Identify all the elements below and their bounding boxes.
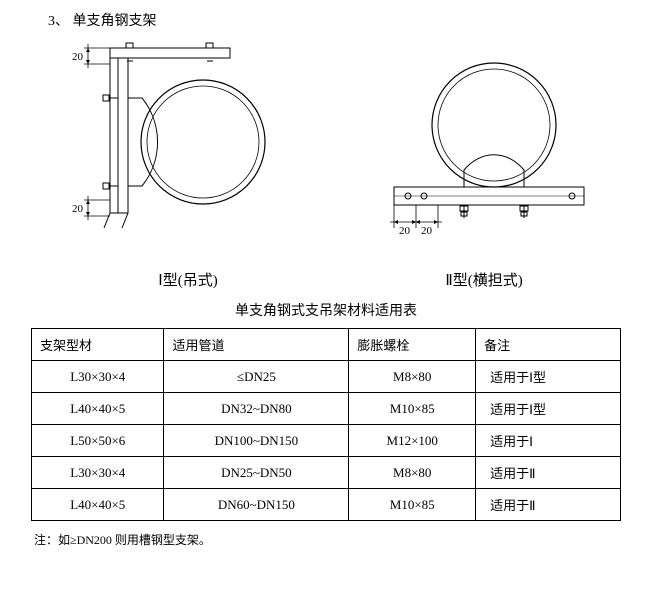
table-row: L40×40×5DN60~DN150M10×85适用于Ⅱ	[32, 489, 621, 521]
footnote: 注：如≥DN200 则用槽钢型支架。	[34, 531, 632, 548]
table-cell: M10×85	[349, 489, 476, 521]
table-cell: M12×100	[349, 425, 476, 457]
diagram-row: 20 20 Ⅰ型(吊式)	[20, 40, 632, 290]
table-cell: L30×30×4	[32, 457, 164, 489]
diagram-II-caption: Ⅱ型(横担式)	[364, 269, 604, 290]
materials-table: 支架型材 适用管道 膨胀螺栓 备注 L30×30×4≤DN25M8×80适用于Ⅰ…	[31, 328, 621, 521]
table-cell: 适用于Ⅰ型	[476, 361, 621, 393]
table-cell: M8×80	[349, 361, 476, 393]
dimII-a: 20	[399, 225, 411, 237]
table-cell: L30×30×4	[32, 361, 164, 393]
dimI-top: 20	[72, 51, 84, 63]
table-cell: DN60~DN150	[164, 489, 349, 521]
table-cell: M8×80	[349, 457, 476, 489]
table-row: L30×30×4DN25~DN50M8×80适用于Ⅱ	[32, 457, 621, 489]
diagram-II: 20 20 Ⅱ型(横担式)	[364, 50, 604, 290]
diagram-I-caption: Ⅰ型(吊式)	[68, 269, 308, 290]
table-cell: ≤DN25	[164, 361, 349, 393]
table-cell: M10×85	[349, 393, 476, 425]
col-header: 备注	[476, 329, 621, 361]
table-title: 单支角钢式支吊架材料适用表	[20, 300, 632, 320]
table-cell: DN25~DN50	[164, 457, 349, 489]
dimII-b: 20	[421, 225, 433, 237]
col-header: 适用管道	[164, 329, 349, 361]
table-cell: DN100~DN150	[164, 425, 349, 457]
table-cell: 适用于Ⅱ	[476, 489, 621, 521]
table-row: L50×50×6DN100~DN150M12×100适用于Ⅰ	[32, 425, 621, 457]
table-cell: L40×40×5	[32, 489, 164, 521]
table-row: L30×30×4≤DN25M8×80适用于Ⅰ型	[32, 361, 621, 393]
table-cell: 适用于Ⅰ型	[476, 393, 621, 425]
table-row: L40×40×5DN32~DN80M10×85适用于Ⅰ型	[32, 393, 621, 425]
table-cell: L40×40×5	[32, 393, 164, 425]
col-header: 支架型材	[32, 329, 164, 361]
table-cell: 适用于Ⅱ	[476, 457, 621, 489]
table-header-row: 支架型材 适用管道 膨胀螺栓 备注	[32, 329, 621, 361]
col-header: 膨胀螺栓	[349, 329, 476, 361]
diagram-I: 20 20 Ⅰ型(吊式)	[48, 40, 308, 290]
section-heading: 3、 单支角钢支架	[48, 10, 632, 30]
table-cell: DN32~DN80	[164, 393, 349, 425]
table-cell: 适用于Ⅰ	[476, 425, 621, 457]
dimI-bottom: 20	[72, 203, 84, 215]
table-cell: L50×50×6	[32, 425, 164, 457]
